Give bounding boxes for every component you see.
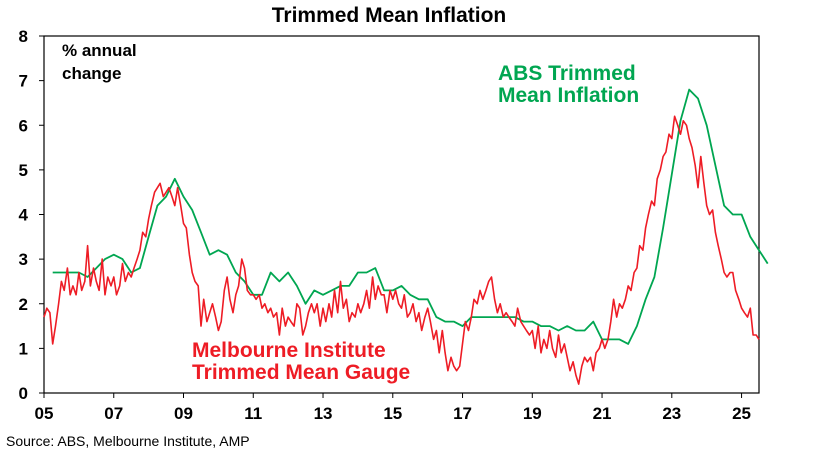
y-tick-label: 8 [19, 27, 28, 46]
x-tick-label: 13 [314, 404, 333, 423]
legend-melbourne-line1: Melbourne Institute [192, 339, 386, 362]
abs-trimmed-mean-line [52, 88, 769, 345]
x-tick-label: 15 [383, 404, 402, 423]
y-axis: 0 1 2 3 4 5 6 7 8 [19, 27, 44, 403]
x-tick-label: 25 [732, 404, 751, 423]
x-tick-label: 19 [523, 404, 542, 423]
y-unit-label-line2: change [62, 64, 122, 83]
x-tick-label: 07 [104, 404, 123, 423]
x-tick-label: 17 [453, 404, 472, 423]
chart-title: Trimmed Mean Inflation [272, 4, 507, 27]
x-axis: 05 07 09 11 13 15 17 19 21 23 25 [35, 393, 751, 423]
melbourne-institute-gauge-line [43, 115, 760, 385]
legend-melbourne-line2: Trimmed Mean Gauge [192, 361, 410, 384]
series-layer [43, 88, 769, 385]
y-tick-label: 6 [19, 116, 28, 135]
y-tick-label: 0 [19, 384, 28, 403]
y-tick-label: 5 [19, 161, 28, 180]
legend-abs-line1: ABS Trimmed [498, 62, 636, 85]
source-note: Source: ABS, Melbourne Institute, AMP [6, 433, 250, 449]
y-tick-label: 4 [19, 206, 29, 225]
x-tick-label: 23 [662, 404, 681, 423]
y-tick-label: 2 [19, 295, 28, 314]
plot-frame [43, 35, 760, 394]
x-tick-label: 09 [174, 404, 193, 423]
y-tick-label: 7 [19, 72, 28, 91]
legend-abs-line2: Mean Inflation [498, 84, 639, 107]
y-tick-label: 3 [19, 250, 28, 269]
y-tick-label: 1 [19, 339, 28, 358]
y-unit-label-line1: % annual [62, 41, 137, 60]
x-tick-label: 11 [244, 404, 262, 423]
x-tick-label: 05 [35, 404, 54, 423]
x-tick-label: 21 [593, 404, 612, 423]
